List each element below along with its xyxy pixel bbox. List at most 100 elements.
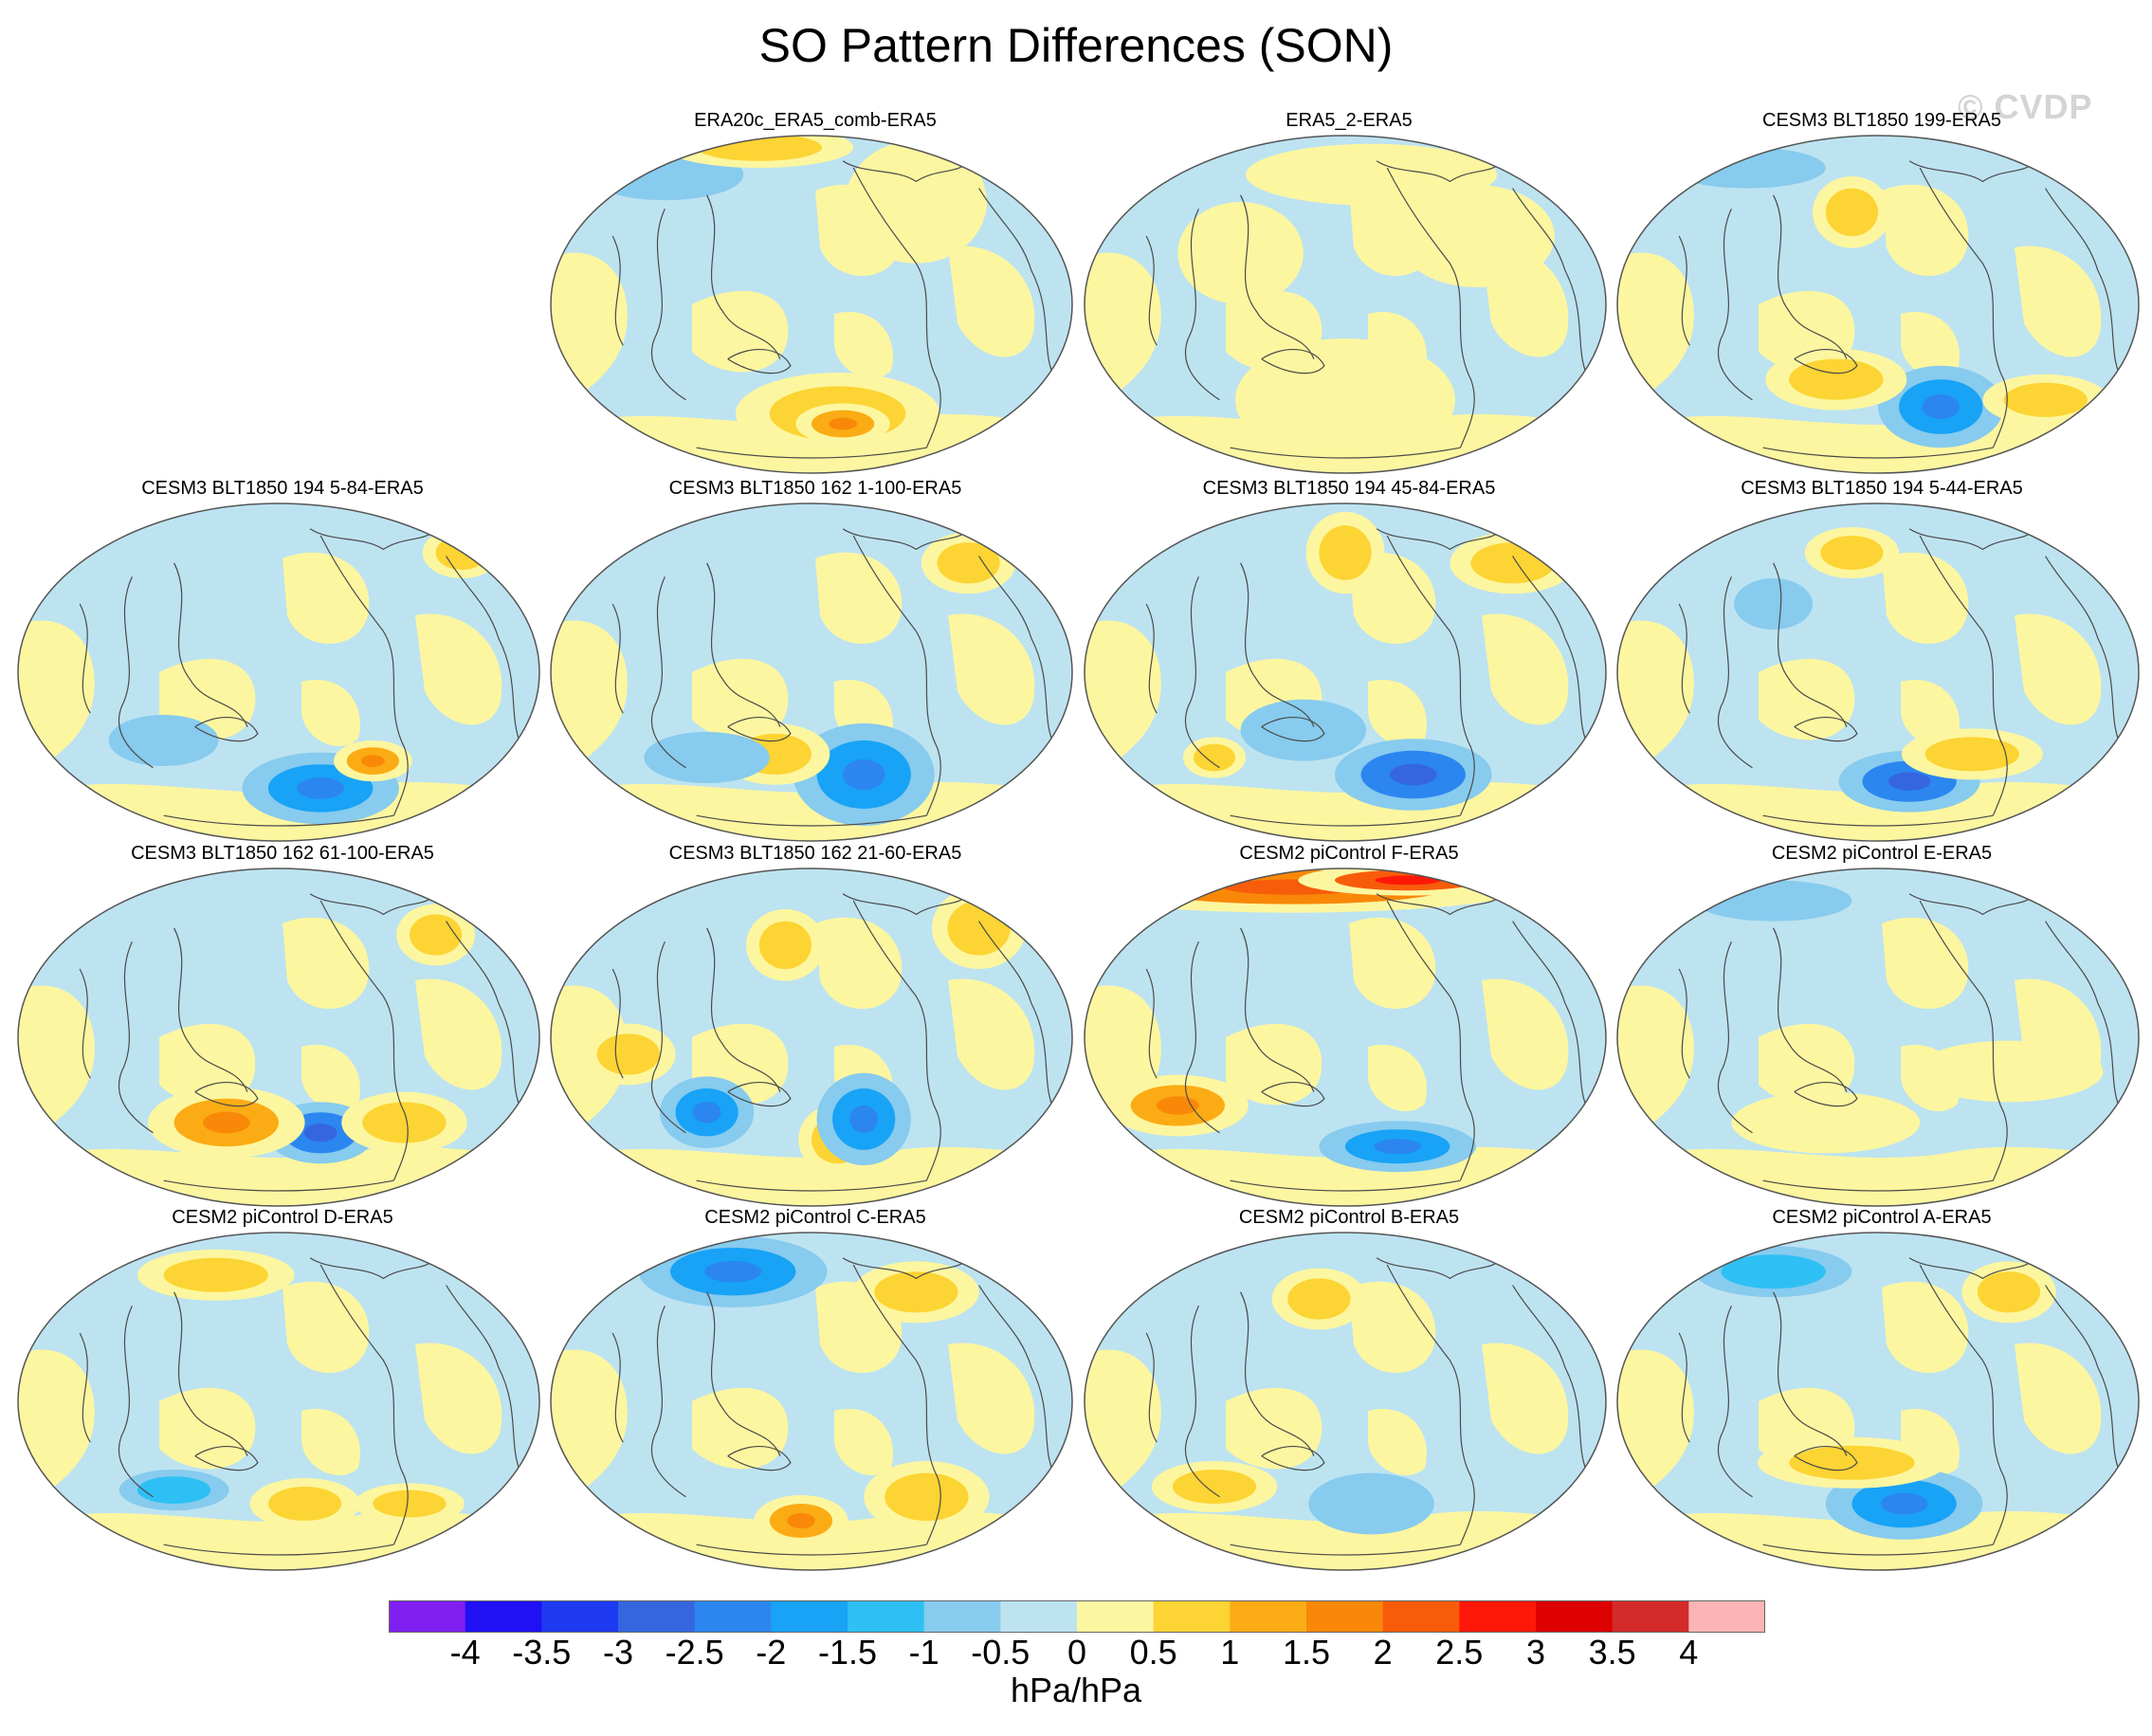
positive-anomaly-region <box>1901 312 1960 379</box>
map-panel: CESM2 piControl D-ERA5 <box>17 1206 548 1576</box>
coastline <box>978 1285 1053 1471</box>
negative-anomaly-center <box>1721 886 1826 915</box>
coastline <box>852 167 941 448</box>
coastline <box>1386 167 1475 448</box>
positive-anomaly-center <box>163 1257 268 1292</box>
coastline <box>842 1257 970 1280</box>
colorbar-swatch <box>1612 1600 1689 1633</box>
positive-anomaly-center <box>868 160 964 244</box>
anomaly-core <box>1157 1096 1199 1115</box>
coastline <box>1386 1264 1475 1545</box>
coastline <box>1512 188 1587 374</box>
positive-anomaly-region <box>301 1409 360 1476</box>
positive-anomaly-region <box>692 658 789 740</box>
map-field <box>1084 503 1607 842</box>
coastline <box>1376 1257 1504 1280</box>
coastline <box>1230 447 1461 459</box>
coastline <box>1717 208 1753 401</box>
map-field <box>17 868 540 1207</box>
coastline <box>696 1179 927 1192</box>
panel-title: CESM3 BLT1850 162 21-60-ERA5 <box>668 843 962 864</box>
colorbar <box>389 1600 1765 1633</box>
map-outline <box>550 135 1073 474</box>
positive-anomaly-region <box>2015 613 2102 725</box>
coastline <box>852 900 941 1181</box>
anomaly-core <box>1922 394 1961 419</box>
coastline <box>1794 1082 1858 1107</box>
positive-anomaly-region <box>1226 1387 1322 1470</box>
panel-title: CESM3 BLT1850 194 5-84-ERA5 <box>141 478 424 499</box>
colorbar-tick-label: 4 <box>1679 1633 1699 1672</box>
negative-anomaly-center <box>1747 587 1800 621</box>
coastline <box>1512 921 1587 1106</box>
map-field <box>1084 135 1607 474</box>
coastline <box>309 1257 437 1280</box>
map-panel: ERA5_2-ERA5 <box>1084 109 1614 479</box>
coastline <box>319 535 409 816</box>
positive-anomaly-center <box>1789 358 1884 400</box>
coastline <box>1762 447 1994 459</box>
coastline <box>1261 1446 1325 1471</box>
positive-anomaly-region <box>1882 552 1969 644</box>
anomaly-core <box>692 1101 721 1124</box>
coastline <box>852 1264 941 1545</box>
anomaly-core <box>1888 772 1931 791</box>
coastline <box>1794 717 1858 742</box>
colorbar-tick-label: 1.5 <box>1282 1633 1331 1672</box>
panel-title: CESM2 piControl C-ERA5 <box>704 1207 926 1228</box>
panel-title: ERA5_2-ERA5 <box>1286 110 1413 131</box>
coastline <box>1230 1544 1461 1556</box>
colorbar-swatch <box>1536 1600 1614 1633</box>
colorbar-swatch <box>465 1600 542 1633</box>
coastline <box>1376 528 1504 551</box>
map-field <box>550 503 1073 842</box>
positive-anomaly-center <box>1977 1271 2041 1313</box>
positive-anomaly-center <box>874 1271 958 1313</box>
colorbar-tick-label: -1.5 <box>817 1633 878 1672</box>
colorbar-swatch <box>1459 1600 1537 1633</box>
coastline <box>706 1291 781 1456</box>
positive-anomaly-center <box>1319 525 1372 580</box>
anomaly-core <box>360 755 385 768</box>
positive-anomaly-center <box>2003 382 2088 417</box>
positive-anomaly-region <box>159 1387 256 1470</box>
map-field <box>1616 135 2140 474</box>
coastline <box>118 941 154 1134</box>
coastline <box>1794 1446 1858 1471</box>
colorbar-swatch <box>771 1600 848 1633</box>
anomaly-core <box>849 1105 879 1133</box>
positive-anomaly-region <box>1901 680 1960 747</box>
coastline <box>194 1446 259 1471</box>
coastline <box>1717 941 1753 1134</box>
coastline <box>309 893 437 916</box>
colorbar-unit: hPa/hPa <box>1010 1671 1142 1709</box>
panel-title: CESM2 piControl E-ERA5 <box>1771 843 1993 864</box>
map-outline <box>1084 1232 1607 1571</box>
map-panel: ERA20c_ERA5_comb-ERA5 <box>550 109 1081 479</box>
map-field <box>550 135 1073 474</box>
map-outline <box>550 1232 1073 1571</box>
coastline <box>1512 556 1587 741</box>
coastline <box>1240 194 1315 359</box>
colorbar-swatch <box>1000 1600 1078 1633</box>
coastline <box>173 562 248 727</box>
map-field <box>17 503 540 842</box>
map-panel: CESM3 BLT1850 162 61-100-ERA5 <box>17 842 548 1212</box>
map-panel: CESM2 piControl A-ERA5 <box>1616 1206 2147 1576</box>
positive-anomaly-center <box>885 1472 969 1521</box>
coastline <box>163 1544 394 1556</box>
coastline <box>2045 1285 2120 1471</box>
coastline <box>1762 1544 1994 1556</box>
map-outline <box>1616 503 2140 842</box>
coastline <box>706 562 781 727</box>
coastline <box>611 235 624 346</box>
coastline <box>1386 900 1475 1181</box>
anomaly-core <box>704 1260 762 1283</box>
positive-anomaly-region <box>415 978 502 1090</box>
map-outline <box>1084 503 1607 842</box>
coastline <box>1145 235 1158 346</box>
positive-anomaly-center <box>1820 536 1884 570</box>
watermark: © CVDP <box>1958 87 2093 126</box>
positive-anomaly-region <box>1759 1023 1855 1106</box>
positive-anomaly-region <box>1882 917 1969 1009</box>
